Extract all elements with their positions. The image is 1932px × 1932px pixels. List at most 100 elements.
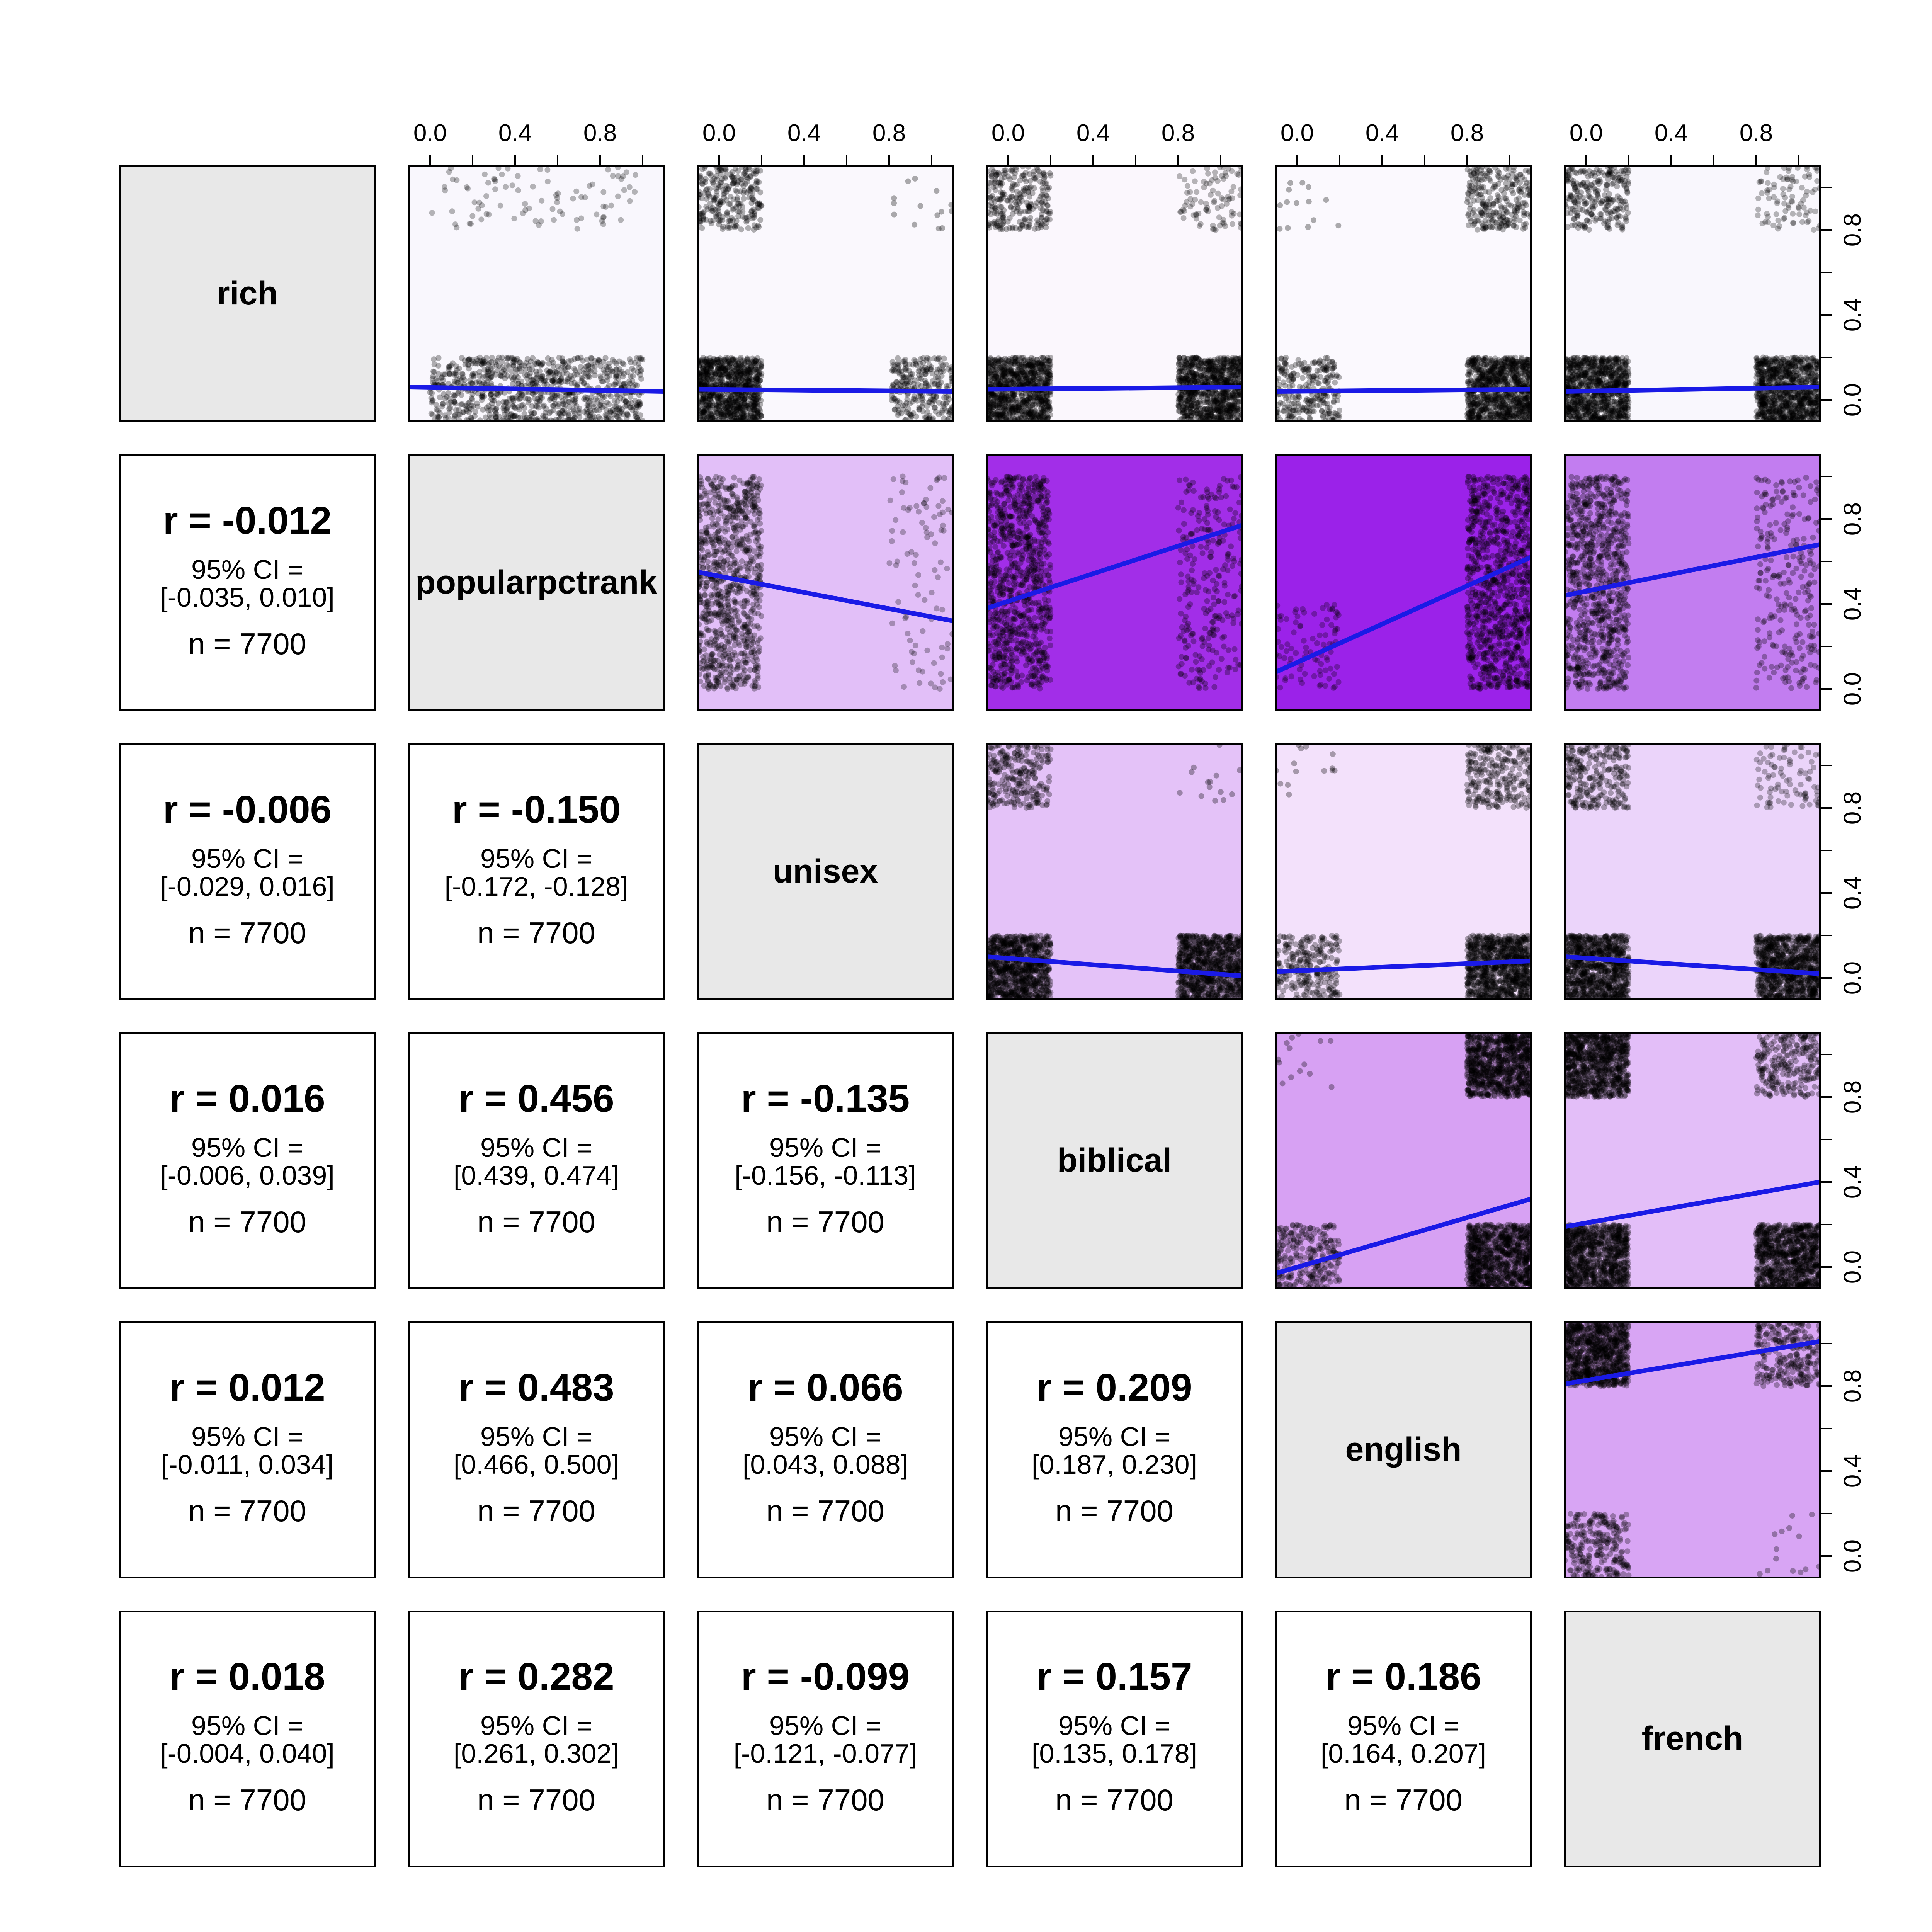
scatter-point (991, 392, 997, 398)
scatter-point (1277, 202, 1283, 208)
scatter-point (496, 414, 502, 420)
scatter-point (499, 373, 505, 379)
scatter-point (750, 392, 757, 398)
scatter-point (550, 377, 556, 383)
scatter-point (494, 417, 500, 421)
scatter-point (549, 378, 556, 384)
scatter-point (1014, 357, 1020, 364)
scatter-point (1042, 413, 1048, 420)
scatter-point (930, 397, 937, 403)
scatter-point (699, 166, 705, 172)
scatter-point (613, 413, 619, 419)
scatter-point (737, 405, 743, 412)
scatter-point (1037, 373, 1043, 379)
scatter-point (1020, 381, 1026, 387)
scatter-point (726, 372, 733, 379)
scatter-point (487, 407, 493, 413)
scatter-point (488, 374, 494, 381)
scatter-point (988, 413, 994, 419)
scatter-point (598, 363, 604, 369)
scatter-point (1282, 360, 1288, 366)
scatter-point (698, 412, 703, 418)
scatter-point (565, 376, 571, 382)
scatter-point (716, 166, 723, 172)
scatter-point (752, 415, 758, 421)
scatter-point (733, 416, 740, 421)
scatter-point (523, 360, 529, 366)
scatter-point (723, 355, 729, 361)
scatter-point (733, 371, 739, 377)
scatter-panel-bg (1276, 166, 1531, 421)
scatter-point (709, 369, 715, 376)
scatter-point (753, 357, 759, 364)
scatter-point (711, 356, 717, 362)
scatter-point (622, 398, 629, 404)
scatter-point (1016, 378, 1022, 384)
scatter-point (485, 372, 491, 379)
scatter-point (725, 187, 731, 193)
scatter-point (999, 391, 1005, 398)
scatter-point (537, 368, 543, 374)
scatter-point (591, 401, 597, 407)
scatter-point (430, 412, 435, 418)
scatter-point (1045, 364, 1051, 371)
scatter-point (1041, 406, 1047, 413)
scatter-point (604, 377, 610, 383)
scatter-point (1042, 379, 1048, 386)
scatter-point (698, 191, 703, 197)
scatter-point (1044, 358, 1051, 364)
scatter-point (1003, 393, 1009, 399)
scatter-point (1017, 226, 1023, 232)
scatter-point (531, 410, 537, 416)
scatter-point (745, 379, 751, 385)
scatter-point (586, 400, 592, 406)
scatter-point (469, 391, 476, 398)
scatter-point (927, 396, 934, 403)
scatter-point (511, 374, 517, 381)
scatter-point (1230, 221, 1236, 227)
scatter-point (929, 417, 935, 421)
scatter-point (698, 398, 702, 404)
scatter-point (442, 412, 448, 418)
scatter-point (734, 399, 740, 405)
scatter-point (723, 370, 729, 376)
scatter-point (700, 397, 706, 403)
scatter-point (599, 218, 605, 224)
scatter-point (892, 367, 898, 374)
scatter-point (717, 366, 723, 372)
scatter-point (728, 413, 734, 420)
scatter-point (571, 400, 577, 406)
scatter-point (1032, 371, 1038, 377)
scatter-point (1000, 369, 1007, 375)
scatter-point (530, 376, 536, 383)
scatter-point (577, 406, 582, 412)
scatter-point (718, 361, 724, 367)
scatter-point (1311, 408, 1317, 415)
scatter-point (1228, 395, 1235, 401)
scatter-point (906, 361, 913, 367)
scatter-point (1185, 372, 1192, 378)
scatter-panel-bg (1276, 455, 1531, 710)
scatter-point (522, 201, 528, 207)
scatter-point (699, 180, 705, 187)
scatter-point (701, 368, 707, 374)
scatter-point (733, 416, 740, 421)
scatter-point (713, 410, 719, 416)
scatter-point (715, 357, 721, 362)
scatter-point (556, 380, 563, 386)
scatter-point (698, 382, 701, 388)
scatter-point (578, 375, 585, 381)
scatter-point (1010, 372, 1016, 378)
scatter-point (1323, 197, 1329, 203)
scatter-point (735, 418, 741, 421)
scatter-point (1025, 413, 1031, 419)
scatter-point (702, 359, 708, 365)
scatter-point (746, 396, 752, 402)
scatter-point (728, 382, 734, 388)
scatter-point (988, 372, 994, 378)
scatter-point (1012, 403, 1018, 409)
scatter-point (449, 208, 455, 214)
scatter-point (729, 173, 735, 180)
scatter-point (440, 377, 446, 383)
scatter-point (468, 415, 474, 421)
